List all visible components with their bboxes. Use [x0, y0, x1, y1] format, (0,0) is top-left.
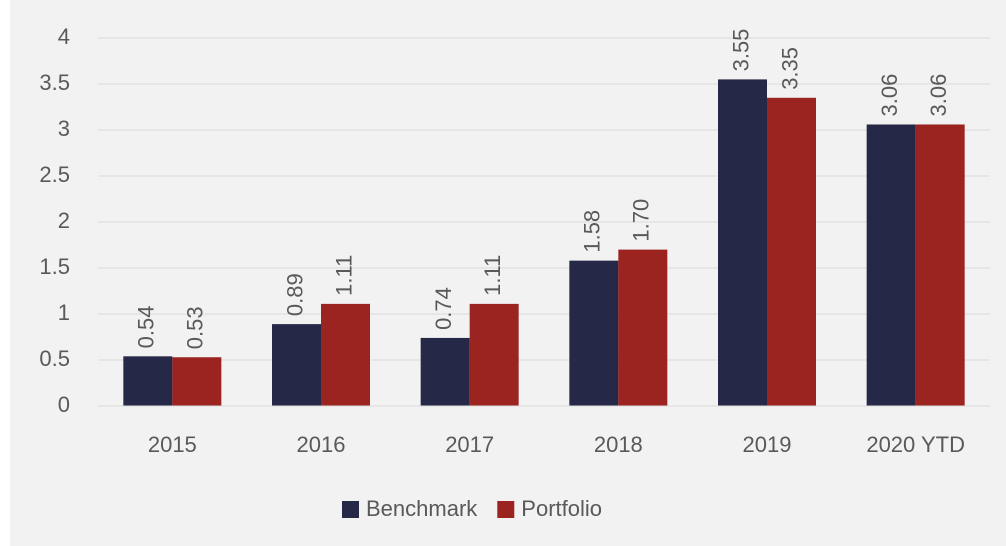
bar — [272, 324, 321, 406]
bar — [718, 79, 767, 407]
legend-label: Benchmark — [366, 496, 478, 521]
bar — [767, 97, 816, 407]
data-label: 3.06 — [877, 74, 902, 117]
data-label: 3.06 — [926, 74, 951, 117]
bar — [172, 357, 222, 406]
legend-swatch — [342, 501, 359, 518]
y-tick-label: 2 — [58, 208, 70, 233]
x-tick-label: 2016 — [297, 432, 346, 457]
data-label: 0.54 — [134, 305, 159, 348]
x-tick-label: 2020 YTD — [866, 432, 965, 457]
bar — [469, 303, 519, 406]
y-tick-label: 2.5 — [39, 162, 70, 187]
x-tick-label: 2018 — [594, 432, 643, 457]
data-label: 0.53 — [183, 306, 208, 349]
data-label: 1.70 — [629, 199, 654, 242]
y-tick-label: 1.5 — [39, 254, 70, 279]
y-tick-label: 0.5 — [39, 346, 70, 371]
data-label: 1.58 — [580, 210, 605, 253]
legend-swatch — [497, 501, 515, 518]
y-tick-label: 3 — [58, 116, 70, 141]
data-label: 0.74 — [431, 287, 456, 330]
y-tick-label: 0 — [58, 392, 70, 417]
bar — [569, 260, 619, 406]
y-tick-label: 4 — [58, 24, 70, 49]
bar — [321, 303, 370, 406]
legend-label: Portfolio — [521, 496, 602, 521]
bar — [915, 124, 965, 406]
bar — [123, 356, 173, 406]
x-tick-label: 2015 — [148, 432, 197, 457]
data-label: 1.11 — [331, 255, 356, 296]
x-tick-label: 2017 — [445, 432, 494, 457]
data-label: 0.89 — [282, 273, 307, 316]
data-label: 1.11 — [480, 255, 505, 296]
data-label: 3.35 — [777, 47, 802, 90]
y-tick-label: 3.5 — [39, 70, 70, 95]
y-tick-label: 1 — [58, 300, 70, 325]
bar — [618, 249, 668, 406]
data-label: 3.55 — [728, 29, 753, 72]
x-tick-label: 2019 — [743, 432, 792, 457]
chart-background — [10, 0, 1006, 546]
bar — [866, 124, 916, 406]
bar — [420, 337, 470, 406]
